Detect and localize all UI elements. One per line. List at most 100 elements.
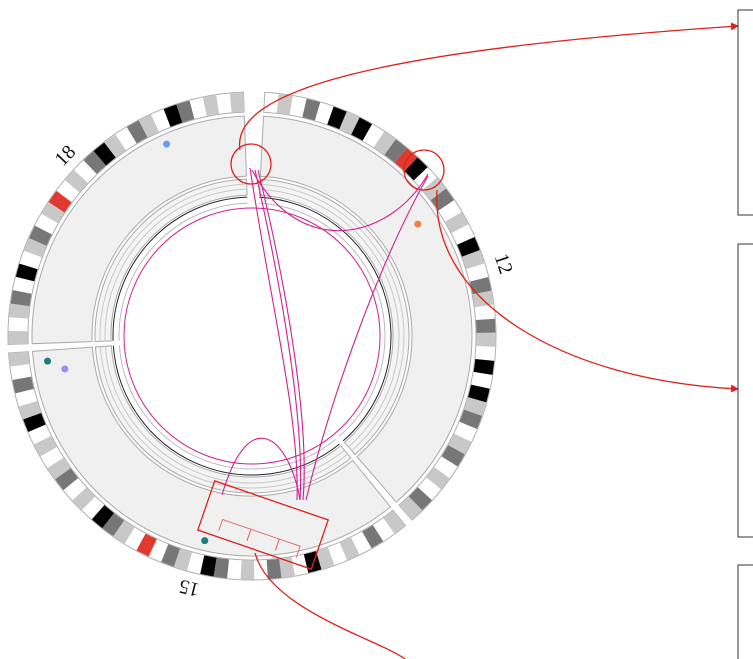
band-chr12 bbox=[457, 237, 480, 257]
band-chr12 bbox=[445, 212, 469, 234]
band-chr15 bbox=[9, 351, 30, 367]
band-chr18 bbox=[229, 92, 245, 113]
band-chr15 bbox=[91, 505, 115, 529]
band-chr12 bbox=[373, 131, 396, 155]
panel-middle bbox=[737, 243, 753, 538]
chromosome-label-12: 12 bbox=[490, 251, 517, 277]
band-chr15 bbox=[33, 435, 57, 457]
panel-top bbox=[737, 9, 753, 216]
chromosome-label-15: 15 bbox=[177, 575, 202, 601]
inner-gray-line bbox=[118, 345, 337, 470]
data-points bbox=[44, 140, 422, 545]
band-chr18 bbox=[202, 95, 220, 117]
band-chr15 bbox=[18, 400, 42, 420]
inner-gray-line bbox=[258, 202, 386, 437]
callout-arrow-middle bbox=[436, 189, 739, 393]
band-chr12 bbox=[441, 445, 465, 467]
inner-track-line bbox=[104, 188, 247, 342]
band-chr18 bbox=[163, 104, 183, 127]
band-chr18 bbox=[83, 151, 106, 174]
band-chr15 bbox=[173, 548, 193, 571]
band-chr18 bbox=[48, 190, 72, 213]
band-chr18 bbox=[15, 263, 38, 282]
track-chr18 bbox=[31, 115, 247, 345]
zoom-highlights bbox=[196, 143, 445, 570]
band-chr15 bbox=[383, 510, 406, 534]
band-chr18 bbox=[8, 330, 28, 345]
band-chr12 bbox=[448, 433, 472, 455]
band-chr15 bbox=[12, 376, 34, 394]
inner-track-rings bbox=[94, 178, 410, 494]
band-chr12 bbox=[404, 157, 428, 181]
band-chr15 bbox=[23, 412, 46, 433]
inner-black-line bbox=[259, 196, 392, 442]
band-chr12 bbox=[467, 384, 490, 403]
band-chr15 bbox=[200, 555, 217, 577]
band-chr18 bbox=[10, 290, 32, 307]
inner-track-line bbox=[259, 188, 400, 448]
inner-track-line bbox=[99, 346, 348, 489]
inner-pink-circle bbox=[123, 207, 381, 465]
zoom-rect-bracket bbox=[274, 538, 301, 558]
link-ribbon bbox=[249, 167, 298, 501]
data-point bbox=[61, 365, 69, 373]
band-chr12 bbox=[399, 496, 423, 520]
link-ribbon bbox=[254, 169, 302, 501]
band-chr18 bbox=[176, 100, 195, 123]
link-ribbon bbox=[221, 437, 301, 501]
data-point bbox=[201, 537, 209, 545]
link-ribbon bbox=[251, 169, 429, 232]
band-chr15 bbox=[266, 558, 282, 579]
track-chr15 bbox=[32, 346, 392, 557]
band-chr12 bbox=[339, 111, 360, 135]
band-chr18 bbox=[29, 225, 52, 246]
link-ribbon bbox=[305, 175, 429, 501]
band-chr18 bbox=[64, 169, 88, 193]
band-chr15 bbox=[362, 525, 384, 549]
band-chr15 bbox=[240, 560, 255, 580]
link-ribbon bbox=[257, 169, 305, 501]
data-point bbox=[163, 140, 171, 148]
band-chr12 bbox=[426, 467, 450, 490]
zoom-rect-outline bbox=[196, 480, 330, 570]
side-panels bbox=[737, 9, 753, 659]
band-chr15 bbox=[47, 457, 71, 480]
link-ribbons bbox=[221, 167, 429, 501]
band-chr15 bbox=[339, 537, 360, 561]
band-chr15 bbox=[136, 533, 157, 557]
band-chr15 bbox=[316, 547, 335, 570]
band-chr15 bbox=[72, 487, 96, 511]
callout-line-bottom bbox=[254, 552, 406, 659]
band-chr15 bbox=[161, 544, 181, 567]
zoom-circle-left bbox=[230, 143, 272, 185]
band-chr18 bbox=[126, 120, 148, 144]
inner-black-line bbox=[112, 345, 340, 476]
inner-track-line bbox=[99, 183, 247, 342]
band-chr15 bbox=[213, 557, 230, 579]
band-chr18 bbox=[9, 303, 30, 319]
band-chr18 bbox=[93, 142, 116, 166]
band-chr15 bbox=[113, 520, 135, 544]
chromosome-label-18: 18 bbox=[51, 141, 81, 171]
band-chr18 bbox=[104, 134, 126, 158]
zoom-rectangle bbox=[196, 480, 330, 570]
band-chr12 bbox=[351, 117, 373, 141]
band-chr12 bbox=[473, 358, 495, 375]
band-chr15 bbox=[55, 468, 79, 491]
band-chr12 bbox=[459, 409, 483, 430]
band-chr12 bbox=[422, 177, 446, 201]
band-chr12 bbox=[475, 318, 496, 334]
band-chr12 bbox=[384, 139, 407, 163]
band-chr12 bbox=[302, 98, 321, 121]
inner-gray-line bbox=[118, 202, 248, 341]
band-chr12 bbox=[327, 106, 347, 130]
data-point bbox=[414, 220, 422, 228]
callout-arrows bbox=[238, 22, 739, 659]
inner-black-line bbox=[112, 196, 248, 341]
band-chr12 bbox=[464, 397, 487, 416]
zoom-circle-right bbox=[403, 149, 445, 191]
band-chr18 bbox=[23, 238, 47, 258]
inner-track-line bbox=[259, 183, 405, 452]
ideogram-ring bbox=[7, 91, 497, 581]
